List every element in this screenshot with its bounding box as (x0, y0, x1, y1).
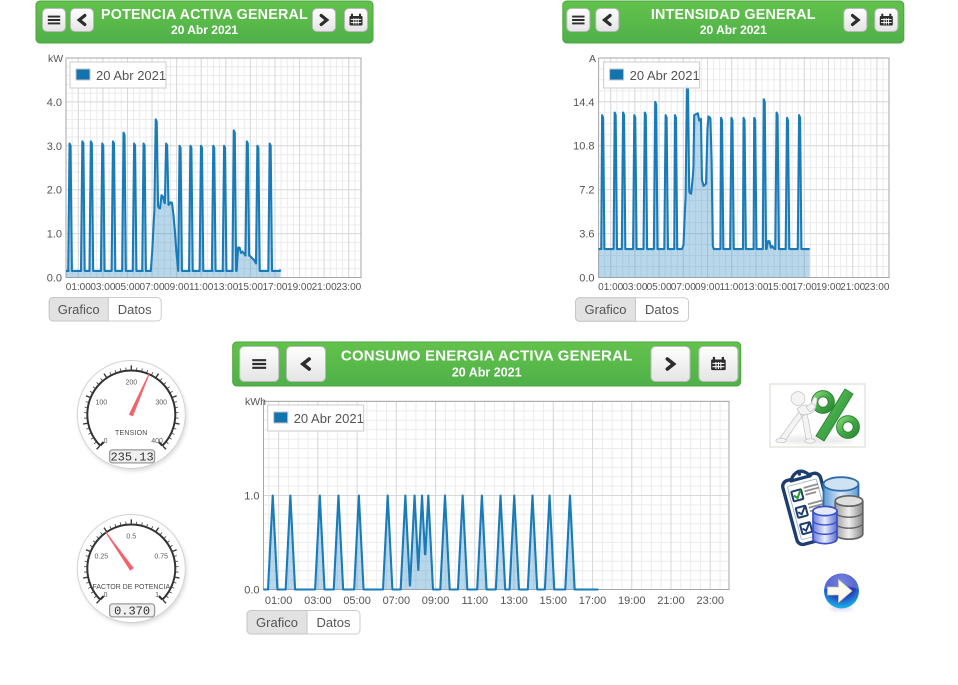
svg-text:17:00: 17:00 (792, 282, 817, 293)
svg-text:0.0: 0.0 (579, 273, 594, 285)
svg-text:7.2: 7.2 (579, 185, 594, 197)
svg-text:0.0: 0.0 (47, 273, 62, 285)
svg-text:1: 1 (155, 592, 159, 599)
svg-text:4.0: 4.0 (47, 97, 62, 109)
svg-text:A: A (589, 53, 596, 65)
svg-text:01:00: 01:00 (265, 595, 293, 607)
svg-text:15:00: 15:00 (238, 282, 263, 293)
svg-text:0: 0 (104, 592, 108, 599)
svg-text:09:00: 09:00 (164, 282, 189, 293)
svg-text:100: 100 (96, 400, 108, 407)
svg-text:03:00: 03:00 (304, 595, 332, 607)
svg-text:17:00: 17:00 (262, 282, 287, 293)
svg-text:kW: kW (48, 53, 63, 65)
svg-text:09:00: 09:00 (695, 282, 720, 293)
svg-text:03:00: 03:00 (90, 282, 115, 293)
svg-text:19:00: 19:00 (618, 595, 646, 607)
svg-text:14.4: 14.4 (573, 97, 594, 109)
svg-text:Grafico: Grafico (585, 302, 627, 317)
svg-text:20 Abr 2021: 20 Abr 2021 (700, 23, 767, 37)
svg-text:23:00: 23:00 (696, 595, 724, 607)
svg-text:01:00: 01:00 (598, 282, 623, 293)
svg-text:20 Abr 2021: 20 Abr 2021 (630, 68, 700, 83)
svg-text:15:00: 15:00 (768, 282, 793, 293)
svg-text:0.75: 0.75 (154, 554, 168, 561)
svg-text:07:00: 07:00 (383, 595, 411, 607)
svg-text:FACTOR DE POTENCIA: FACTOR DE POTENCIA (92, 584, 170, 591)
svg-text:03:00: 03:00 (622, 282, 647, 293)
svg-text:23:00: 23:00 (864, 282, 889, 293)
svg-text:kWh: kWh (245, 396, 266, 408)
svg-text:1.0: 1.0 (47, 229, 62, 241)
svg-text:11:00: 11:00 (461, 595, 488, 607)
svg-text:09:00: 09:00 (422, 595, 450, 607)
svg-text:235.13: 235.13 (110, 450, 153, 464)
svg-text:05:00: 05:00 (343, 595, 371, 607)
svg-text:05:00: 05:00 (647, 282, 672, 293)
svg-text:3.6: 3.6 (579, 229, 594, 241)
svg-text:CONSUMO ENERGIA ACTIVA GENERAL: CONSUMO ENERGIA ACTIVA GENERAL (341, 348, 633, 365)
svg-text:3.0: 3.0 (47, 141, 62, 153)
svg-text:200: 200 (125, 380, 137, 387)
svg-text:20 Abr 2021: 20 Abr 2021 (96, 68, 166, 83)
svg-text:400: 400 (151, 438, 163, 445)
svg-text:01:00: 01:00 (66, 282, 91, 293)
svg-text:20 Abr 2021: 20 Abr 2021 (452, 365, 522, 379)
svg-text:1.0: 1.0 (244, 491, 259, 503)
svg-text:0.25: 0.25 (95, 554, 109, 561)
svg-text:0: 0 (104, 438, 108, 445)
svg-text:23:00: 23:00 (336, 282, 361, 293)
svg-text:Datos: Datos (645, 302, 679, 317)
svg-text:11:00: 11:00 (720, 282, 745, 293)
svg-text:0.0: 0.0 (244, 585, 259, 597)
svg-text:21:00: 21:00 (657, 595, 685, 607)
svg-text:19:00: 19:00 (816, 282, 841, 293)
svg-text:13:00: 13:00 (500, 595, 528, 607)
svg-text:10.8: 10.8 (573, 141, 594, 153)
svg-text:0.370: 0.370 (114, 604, 150, 618)
svg-text:21:00: 21:00 (312, 282, 337, 293)
svg-text:Datos: Datos (317, 615, 351, 630)
svg-text:17:00: 17:00 (579, 595, 607, 607)
svg-text:Grafico: Grafico (256, 615, 298, 630)
svg-text:13:00: 13:00 (213, 282, 238, 293)
svg-text:21:00: 21:00 (840, 282, 865, 293)
svg-text:TENSION: TENSION (115, 430, 148, 437)
svg-text:20 Abr 2021: 20 Abr 2021 (294, 411, 364, 426)
svg-text:Datos: Datos (118, 302, 152, 317)
svg-text:11:00: 11:00 (189, 282, 214, 293)
svg-text:19:00: 19:00 (287, 282, 312, 293)
svg-text:0.5: 0.5 (126, 534, 136, 541)
svg-text:07:00: 07:00 (140, 282, 165, 293)
svg-text:INTENSIDAD GENERAL: INTENSIDAD GENERAL (651, 7, 816, 23)
svg-text:20 Abr 2021: 20 Abr 2021 (171, 23, 238, 37)
svg-text:07:00: 07:00 (671, 282, 696, 293)
svg-text:300: 300 (155, 400, 167, 407)
svg-text:05:00: 05:00 (115, 282, 140, 293)
svg-text:15:00: 15:00 (540, 595, 568, 607)
svg-text:2.0: 2.0 (47, 185, 62, 197)
svg-text:Grafico: Grafico (58, 302, 100, 317)
svg-text:POTENCIA ACTIVA GENERAL: POTENCIA ACTIVA GENERAL (101, 7, 308, 23)
svg-text:13:00: 13:00 (743, 282, 768, 293)
